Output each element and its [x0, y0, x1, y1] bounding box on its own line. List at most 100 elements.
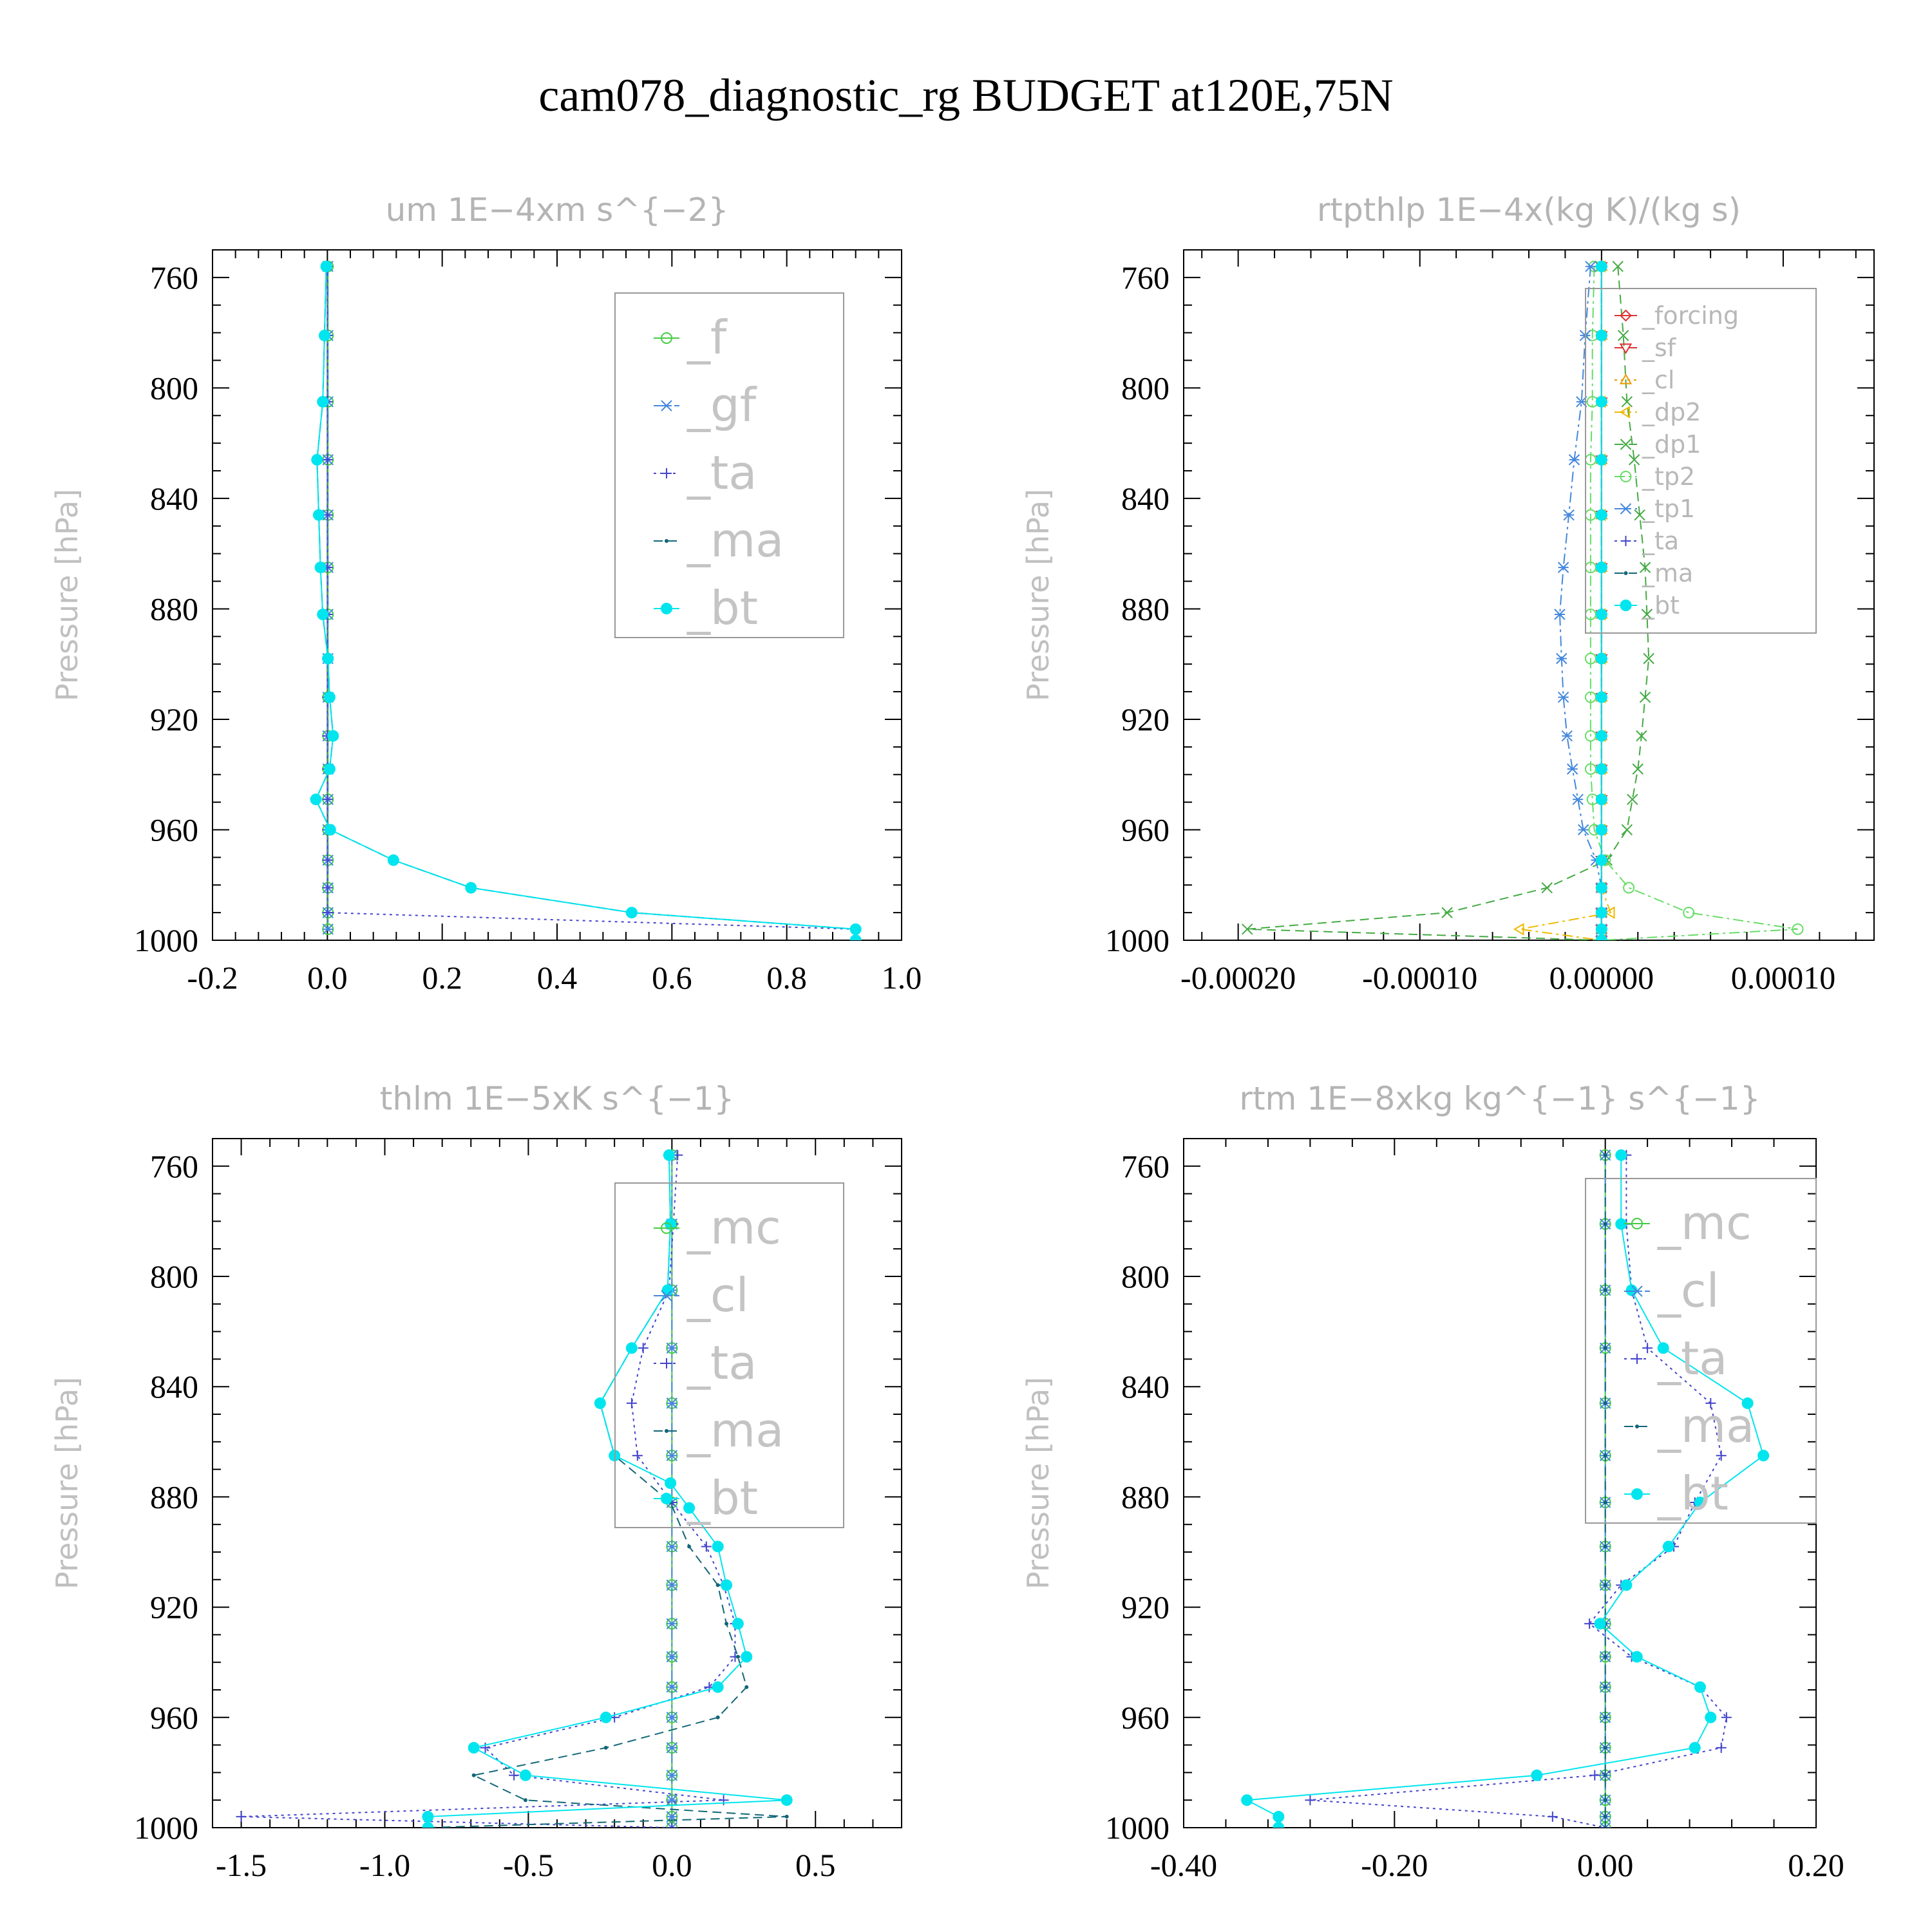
data-point: [1694, 1681, 1706, 1693]
legend: _mc _cl _ta _ma _bt: [1585, 1178, 1817, 1524]
data-point: [666, 1742, 678, 1754]
data-point: [1556, 652, 1567, 665]
legend-label: _ma: [687, 513, 784, 567]
series-line: [1589, 266, 1798, 940]
data-point: [1585, 261, 1596, 272]
legend-entry: _tp2: [1615, 462, 1695, 491]
data-point: [1620, 1579, 1633, 1591]
data-point: [715, 1715, 720, 1719]
legend-entry: _gf: [654, 378, 757, 432]
legend-entry: _ma: [654, 513, 784, 567]
panel-thlm: thlm 1E−5xK s^{−1} Pressure [hPa] 760 800 84…: [50, 1080, 902, 1883]
legend: _mc _cl _ta _ma _bt: [614, 1182, 844, 1528]
data-point: [1603, 1500, 1607, 1504]
legend-label: _forcing: [1642, 301, 1739, 330]
data-point: [1273, 1810, 1285, 1823]
legend-entry: _dp1: [1615, 430, 1701, 459]
y-tick-label: 920: [1121, 1589, 1170, 1625]
series-bt: [310, 260, 862, 940]
legend-label: _ma: [1657, 1399, 1754, 1453]
legend-label: _ma: [687, 1403, 784, 1457]
legend-entry: _mc: [1624, 1196, 1752, 1250]
data-point: [1694, 1496, 1706, 1508]
y-tick-label: 920: [150, 701, 198, 737]
y-tick-label: 1000: [134, 1810, 198, 1846]
data-point: [1563, 509, 1575, 521]
legend-label: _gf: [687, 378, 757, 432]
x-tick-label: 0.00010: [1731, 960, 1836, 996]
data-point: [721, 1579, 733, 1591]
legend-entry: _ma: [654, 1403, 784, 1457]
legend-marker: [1620, 536, 1631, 546]
legend-marker: [661, 603, 672, 614]
data-point: [744, 1685, 749, 1689]
x-tick-label: 0.6: [652, 960, 692, 996]
data-point: [1242, 923, 1253, 935]
data-point: [667, 1823, 677, 1828]
legend-label: _tp2: [1642, 462, 1695, 491]
legend-marker: [1635, 1425, 1639, 1428]
y-tick-label: 920: [1121, 701, 1170, 737]
series-ma: [314, 264, 858, 931]
legend-marker: [1620, 439, 1632, 450]
x-tick-label: 0.00: [1577, 1847, 1634, 1883]
data-point: [849, 934, 862, 940]
data-point: [1632, 763, 1643, 775]
data-point: [324, 824, 336, 836]
series-line: [315, 266, 856, 930]
data-point: [1603, 1745, 1607, 1750]
data-point: [317, 609, 329, 621]
data-point: [519, 1769, 531, 1781]
series-ta: [236, 1150, 741, 1828]
data-point: [1757, 1450, 1770, 1462]
legend-marker: [1619, 343, 1633, 354]
y-tick-label: 800: [150, 1258, 198, 1294]
legend-entry: _ta: [1615, 527, 1679, 555]
data-point: [523, 1798, 527, 1803]
data-point: [1603, 1773, 1607, 1777]
data-point: [1716, 1742, 1727, 1753]
y-tick-label: 960: [1121, 1700, 1170, 1736]
legend-marker: [1632, 1354, 1642, 1364]
data-point: [1599, 1822, 1611, 1828]
panel-title: rtpthlp 1E−4x(kg K)/(kg s): [1317, 191, 1741, 229]
y-tick-label: 760: [150, 1148, 198, 1184]
data-point: [1241, 1794, 1253, 1806]
data-point: [1595, 395, 1607, 408]
data-point: [322, 652, 334, 665]
data-point: [322, 794, 333, 805]
data-point: [1617, 330, 1629, 341]
data-point: [312, 509, 325, 521]
data-point: [666, 1618, 678, 1629]
data-point: [1595, 907, 1607, 919]
x-tick-label: -0.40: [1150, 1847, 1217, 1883]
data-point: [1603, 1401, 1607, 1405]
legend: _forcing _sf _cl _dp2 _dp1 _tp2 _tp1 _ta _ma _bt: [1585, 288, 1817, 634]
data-point: [465, 882, 477, 894]
data-point: [1595, 934, 1607, 940]
plot-area: [1241, 1149, 1770, 1828]
legend-entry: _ma: [1615, 559, 1693, 587]
legend-label: _cl: [1657, 1264, 1719, 1318]
series-ma: [1603, 1153, 1607, 1828]
x-tick-label: -0.20: [1361, 1847, 1428, 1883]
data-point: [1595, 882, 1607, 894]
data-point: [1603, 1583, 1607, 1587]
plot-area: [310, 260, 862, 940]
panel-title: um 1E−4xm s^{−2}: [386, 191, 729, 229]
legend-box: [1585, 1178, 1817, 1524]
x-tick-label: 0.00000: [1549, 960, 1654, 996]
x-tick-label: -1.0: [359, 1847, 410, 1883]
data-point: [1441, 907, 1453, 918]
y-tick-label: 880: [1121, 1479, 1170, 1515]
data-point: [1721, 1712, 1732, 1723]
data-point: [1554, 609, 1566, 620]
data-point: [666, 1579, 678, 1591]
data-point: [1603, 1222, 1607, 1226]
data-point: [1595, 793, 1607, 806]
legend-box: [1585, 288, 1817, 634]
data-point: [666, 1822, 678, 1828]
y-axis-label: Pressure [hPa]: [1021, 1377, 1056, 1589]
data-point: [1705, 1711, 1717, 1723]
data-point: [327, 730, 339, 742]
